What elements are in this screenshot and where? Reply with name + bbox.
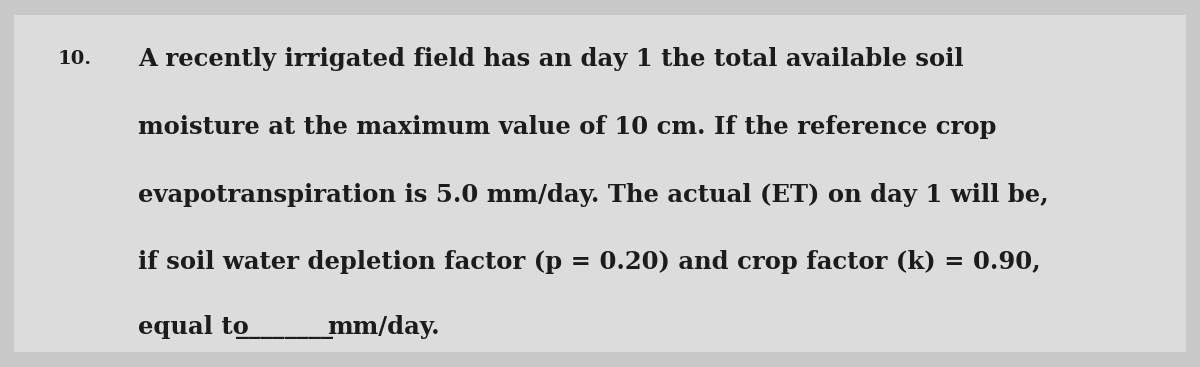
Text: if soil water depletion factor (p = 0.20) and crop factor (k) = 0.90,: if soil water depletion factor (p = 0.20… [138, 250, 1040, 275]
Text: 10.: 10. [58, 50, 91, 68]
Text: evapotranspiration is 5.0 mm/day. The actual (ET) on day 1 will be,: evapotranspiration is 5.0 mm/day. The ac… [138, 182, 1049, 207]
Text: mm/day.: mm/day. [328, 315, 440, 339]
Text: A recently irrigated field has an day 1 the total available soil: A recently irrigated field has an day 1 … [138, 47, 964, 71]
Text: moisture at the maximum value of 10 cm. If the reference crop: moisture at the maximum value of 10 cm. … [138, 115, 996, 139]
FancyBboxPatch shape [14, 15, 1186, 352]
Text: equal to: equal to [138, 315, 248, 339]
Text: ________: ________ [236, 315, 334, 339]
